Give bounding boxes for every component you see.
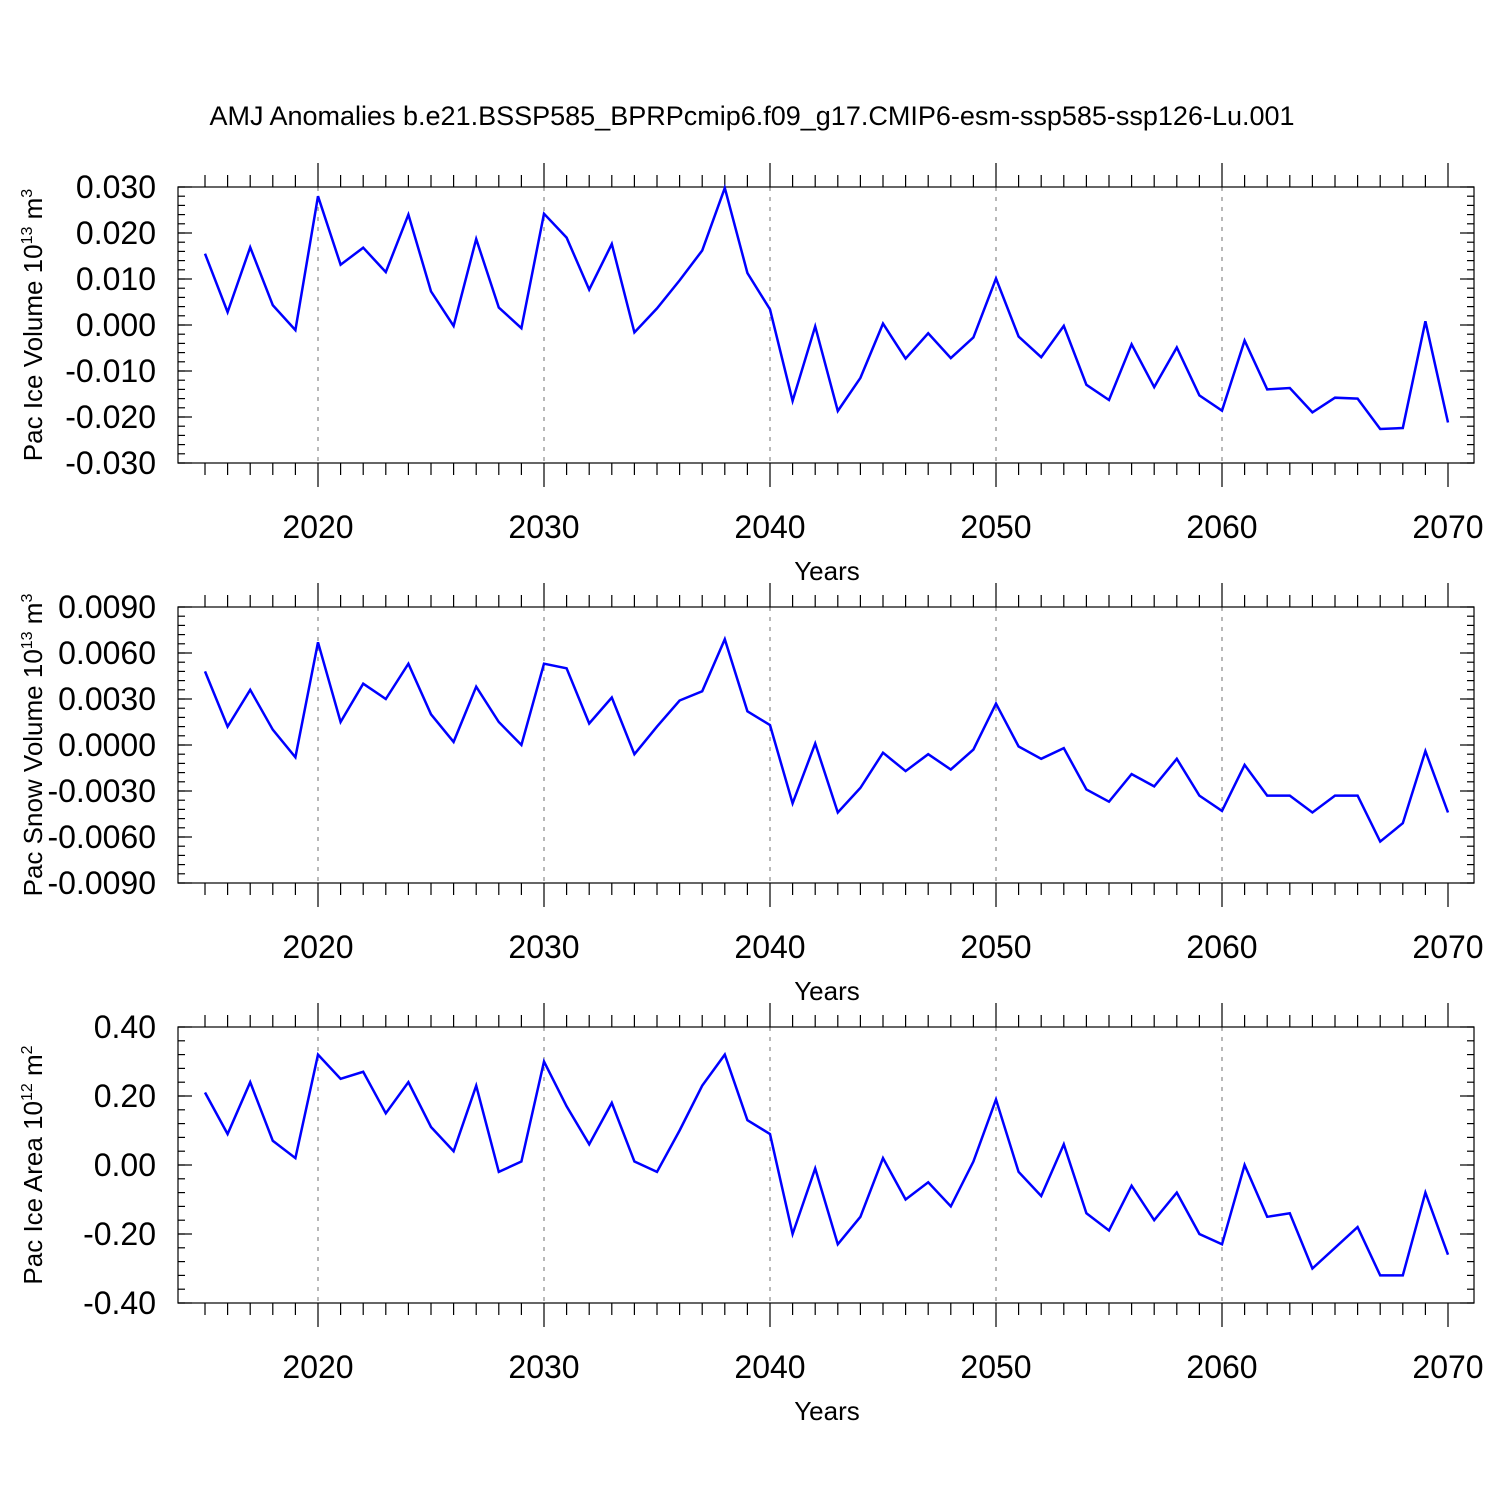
y-tick-label: -0.40 [83, 1285, 156, 1321]
y-tick-label: -0.0060 [47, 819, 156, 855]
y-axis-label: Pac Snow Volume 1013 m3 [18, 594, 48, 897]
figure-title: AMJ Anomalies b.e21.BSSP585_BPRPcmip6.f0… [209, 101, 1294, 131]
chart-panel-3: 0.40 0.20 0.00 -0.20 -0.40 2020 2030 2040 2050 20… [18, 1003, 1484, 1426]
y-tick-label: 0.010 [76, 261, 156, 297]
x-tick-label: 2030 [508, 929, 579, 965]
y-axis-label-text: Pac Ice Volume 10 [18, 244, 48, 461]
y-tick-label: 0.0030 [58, 681, 156, 717]
x-tick-label: 2020 [282, 929, 353, 965]
y-axis-label-exponent: 12 [19, 1083, 36, 1101]
y-tick-label: -0.010 [65, 353, 156, 389]
x-tick-label: 2040 [734, 929, 805, 965]
y-tick-label: 0.0090 [58, 589, 156, 625]
x-tick-label: 2020 [282, 509, 353, 545]
chart-panel-1: 0.030 0.020 0.010 0.000 -0.010 -0.020 -0.030 20… [18, 163, 1484, 586]
y-tick-label: -0.020 [65, 399, 156, 435]
y-tick-label: -0.0030 [47, 773, 156, 809]
x-tick-label: 2070 [1412, 509, 1483, 545]
chart-panel-2: 0.0090 0.0060 0.0030 0.0000 -0.0030 -0.0060 -0… [18, 583, 1484, 1006]
series-line [203, 183, 1450, 431]
y-tick-label: 0.000 [76, 307, 156, 343]
x-axis-label: Years [794, 976, 860, 1006]
x-tick-label: 2030 [508, 1349, 579, 1385]
y-tick-label: -0.030 [65, 445, 156, 481]
y-tick-label: 0.00 [94, 1147, 156, 1183]
y-tick-label: 0.030 [76, 169, 156, 205]
series-line [203, 635, 1450, 844]
plot-frame [177, 186, 1475, 464]
y-tick-label: -0.20 [83, 1216, 156, 1252]
y-axis-label: Pac Ice Area 1012 m2 [18, 1045, 48, 1284]
y-axis-label-exponent: 13 [19, 631, 36, 649]
x-tick-label: 2070 [1412, 1349, 1483, 1385]
x-axis-label: Years [794, 556, 860, 586]
x-tick-label: 2040 [734, 1349, 805, 1385]
y-tick-label: 0.20 [94, 1078, 156, 1114]
x-tick-label: 2020 [282, 1349, 353, 1385]
y-axis-label: Pac Ice Volume 1013 m3 [18, 189, 48, 462]
y-tick-label: 0.0060 [58, 635, 156, 671]
x-tick-label: 2050 [960, 1349, 1031, 1385]
x-tick-label: 2030 [508, 509, 579, 545]
plot-frame [177, 606, 1475, 884]
x-tick-label: 2070 [1412, 929, 1483, 965]
x-tick-label: 2060 [1186, 929, 1257, 965]
y-axis-label-text: Pac Snow Volume 10 [18, 649, 48, 896]
plot-frame [177, 1026, 1475, 1304]
x-axis-label: Years [794, 1396, 860, 1426]
y-axis-label-unit-exponent: 2 [19, 1045, 36, 1054]
y-axis-label-unit: m [18, 198, 48, 227]
x-tick-label: 2060 [1186, 1349, 1257, 1385]
y-axis-label-exponent: 13 [19, 226, 36, 244]
y-axis-label-unit: m [18, 603, 48, 632]
x-tick-label: 2060 [1186, 509, 1257, 545]
y-tick-label: 0.40 [94, 1009, 156, 1045]
y-axis-label-unit: m [18, 1054, 48, 1083]
y-axis-label-text: Pac Ice Area 10 [18, 1101, 48, 1285]
x-tick-label: 2050 [960, 509, 1031, 545]
series-line [203, 1051, 1450, 1277]
y-tick-label: 0.0000 [58, 727, 156, 763]
panels: 0.0300.0200.0100.000-0.010-0.020-0.03020… [18, 163, 1484, 1426]
x-tick-label: 2040 [734, 509, 805, 545]
y-axis-label-unit-exponent: 3 [19, 189, 36, 198]
y-axis-label-unit-exponent: 3 [19, 594, 36, 603]
x-tick-label: 2050 [960, 929, 1031, 965]
y-tick-label: -0.0090 [47, 865, 156, 901]
y-tick-label: 0.020 [76, 215, 156, 251]
